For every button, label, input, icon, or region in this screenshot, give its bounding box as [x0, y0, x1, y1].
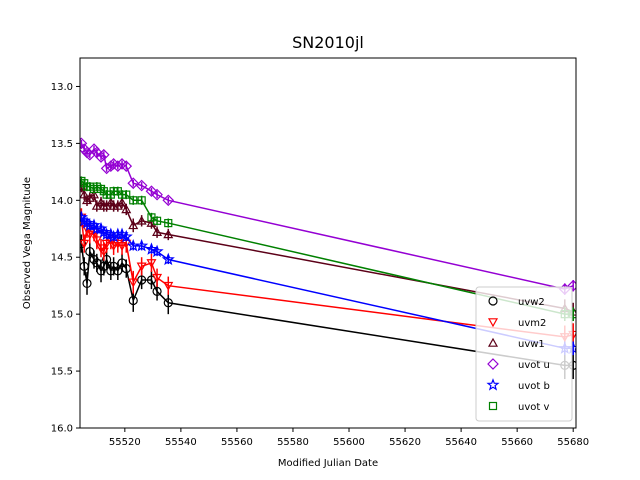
legend-marker-uvot-u: [487, 358, 499, 370]
data-point-uvm2: [136, 262, 147, 272]
x-tick-label: 55540: [165, 437, 197, 448]
data-point-uvw2: [102, 254, 112, 265]
x-tick-label: 55580: [277, 437, 309, 448]
data-point-uvw2: [163, 298, 173, 308]
legend-marker-uvw1: [487, 337, 499, 347]
data-point-uvot-v: [129, 196, 138, 205]
data-point-uvw1: [163, 229, 174, 239]
data-point-uvw2: [82, 278, 92, 289]
x-tick-label: 55560: [221, 437, 253, 448]
data-point-uvw2: [137, 275, 147, 285]
data-point-uvm2: [117, 242, 128, 252]
legend-marker-uvm2: [487, 318, 499, 328]
data-point-uvot-b: [150, 244, 164, 258]
data-point-uvw1: [88, 189, 100, 199]
x-tick-label: 55640: [445, 437, 477, 448]
data-point-uvm2: [128, 278, 139, 288]
data-point-uvot-u: [145, 185, 158, 198]
x-axis: 55520 55540 55560 55580 55600 55620 55640 55660…: [109, 428, 589, 448]
y-tick-label: 14.5: [51, 253, 73, 264]
data-point-uvm2: [112, 239, 123, 249]
data-point-uvot-u: [162, 194, 175, 207]
x-tick-label: 55600: [333, 437, 365, 448]
x-axis-label: Modified Julian Date: [278, 458, 378, 469]
data-point-uvw2: [128, 295, 138, 306]
y-tick-label: 13.5: [51, 139, 73, 150]
data-point-uvw1: [105, 197, 116, 207]
data-point-uvm2: [163, 281, 174, 291]
legend-label-uvot-u: uvot u: [518, 360, 550, 371]
y-axis: 13.0 13.5 14.0 14.5 15.0 15.5 16.0: [51, 82, 80, 435]
data-point-uvw1: [80, 189, 90, 199]
legend-label-uvw2: uvw2: [518, 297, 545, 308]
data-point-uvot-u: [80, 137, 88, 150]
data-point-uvot-v: [152, 216, 162, 225]
data-point-uvot-b: [161, 252, 175, 266]
data-point-uvot-u: [97, 148, 110, 161]
data-point-uvm2: [152, 273, 163, 283]
y-tick-label: 16.0: [51, 424, 73, 435]
data-point-uvw1: [117, 197, 128, 207]
data-point-uvot-b: [144, 242, 159, 255]
data-point-uvw1: [81, 195, 93, 205]
data-point-uvot-u: [111, 160, 124, 173]
legend-marker-uvw2: [488, 296, 498, 306]
data-point-uvot-b: [119, 229, 133, 243]
data-point-uvot-u: [567, 279, 576, 292]
data-point-uvw1: [95, 197, 107, 207]
legend-label-uvot-v: uvot v: [518, 402, 549, 413]
y-tick-label: 14.0: [51, 196, 73, 207]
x-tick-label: 55620: [389, 437, 421, 448]
legend-label-uvot-b: uvot b: [518, 381, 550, 392]
data-point-uvw2: [106, 266, 116, 276]
data-point-uvot-u: [135, 179, 148, 192]
data-point-uvot-u: [151, 188, 163, 201]
x-tick-label: 55520: [109, 437, 141, 448]
legend-label-uvm2: uvm2: [518, 318, 546, 329]
data-point-uvot-u: [120, 160, 133, 173]
data-point-uvm2: [80, 239, 90, 249]
data-point-uvot-u: [100, 162, 113, 175]
y-axis-label: Observed Vega Magnitude: [22, 177, 33, 309]
y-tick-label: 13.0: [51, 82, 73, 93]
y-tick-label: 15.0: [51, 310, 73, 321]
data-point-uvw2: [80, 238, 86, 249]
legend-box: [475, 286, 573, 422]
data-point-uvw2: [152, 286, 162, 296]
data-point-uvm2: [108, 242, 119, 252]
data-point-uvm2: [98, 247, 109, 257]
data-point-uvm2: [84, 230, 95, 240]
series-uvot-v: [80, 176, 576, 321]
data-point-uvw1: [121, 204, 132, 214]
data-point-uvm2: [146, 259, 157, 269]
legend: uvw2 uvm2 uvw1 uvot u uvot b uvot v: [475, 286, 573, 422]
data-point-uvot-v: [164, 218, 173, 228]
data-point-uvm2: [91, 236, 102, 246]
data-point-uvot-v: [122, 190, 131, 199]
chart-title: SN2010jl: [292, 33, 364, 52]
data-point-uvot-u: [127, 177, 140, 190]
data-point-uvm2: [101, 239, 112, 249]
series-uvw1: [80, 180, 576, 321]
data-point-uvw1: [136, 215, 147, 225]
data-point-uvot-v: [137, 196, 146, 205]
data-point-uvw1: [152, 226, 163, 236]
y-tick-label: 15.5: [51, 367, 73, 378]
legend-marker-uvot-b: [486, 378, 500, 391]
x-tick-label: 55680: [557, 437, 589, 448]
data-point-uvw1: [128, 220, 139, 230]
legend-label-uvw1: uvw1: [518, 339, 545, 350]
x-tick-label: 55660: [501, 437, 533, 448]
data-point-uvot-b: [135, 238, 149, 252]
legend-marker-uvot-v: [488, 401, 498, 411]
data-point-uvw2: [96, 266, 106, 276]
plot-frame: [79, 57, 577, 429]
